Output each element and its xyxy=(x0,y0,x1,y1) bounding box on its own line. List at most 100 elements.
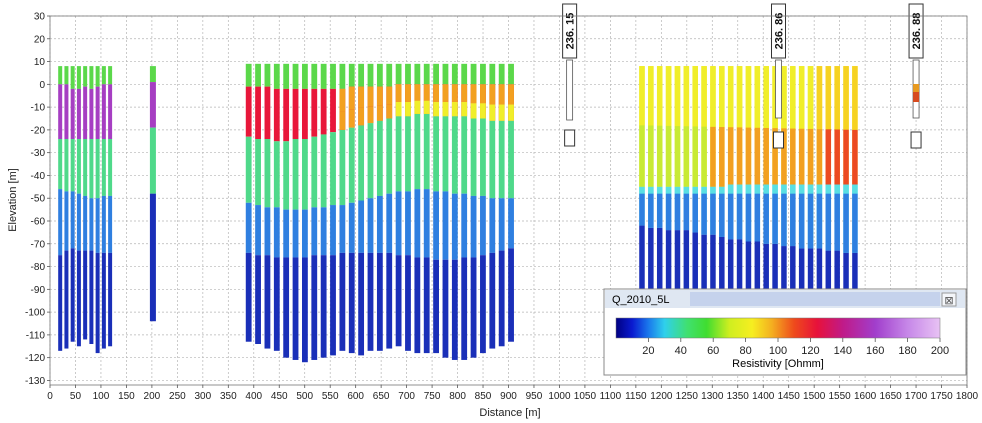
column-segment xyxy=(149,127,156,194)
column-segment xyxy=(433,63,439,85)
column-segment xyxy=(701,234,707,340)
x-tick-label: 350 xyxy=(220,391,237,402)
column-segment xyxy=(245,202,252,253)
column-segment xyxy=(311,63,318,89)
column-segment xyxy=(665,125,672,187)
legend-window[interactable]: Q_2010_5L ⊠ xyxy=(603,288,967,376)
borehole-bottom-box xyxy=(773,131,785,149)
column-segment xyxy=(311,255,318,360)
column-segment xyxy=(807,66,814,129)
y-tick-label: -50 xyxy=(31,194,46,205)
legend-colorbar xyxy=(615,317,941,339)
x-tick-label: 650 xyxy=(373,391,390,402)
column-segment xyxy=(376,63,383,87)
x-tick-label: 1250 xyxy=(676,391,699,402)
y-tick-label: -20 xyxy=(31,125,46,136)
column-segment xyxy=(358,200,365,253)
column-segment xyxy=(95,86,100,139)
column-segment xyxy=(302,63,308,89)
column-segment xyxy=(451,259,458,360)
column-segment xyxy=(245,252,252,342)
column-segment xyxy=(245,136,252,203)
y-tick-label: 30 xyxy=(34,12,46,23)
column-segment xyxy=(451,101,458,117)
y-tick-label: -130 xyxy=(25,376,45,387)
column-segment xyxy=(64,139,69,192)
column-segment xyxy=(423,63,430,85)
column-segment xyxy=(376,105,383,121)
column-segment xyxy=(320,63,327,89)
column-segment xyxy=(656,66,663,126)
column-segment xyxy=(108,195,113,253)
column-segment xyxy=(674,193,681,231)
column-segment xyxy=(70,139,75,192)
column-segment xyxy=(656,227,663,340)
column-segment xyxy=(302,88,308,139)
column-segment xyxy=(665,193,672,231)
borehole-label: 236. 15 xyxy=(565,13,577,50)
borehole-label: 236. 86 xyxy=(774,13,786,50)
column-segment xyxy=(423,84,430,101)
x-tick-label: 600 xyxy=(347,391,364,402)
column-segment xyxy=(302,139,308,210)
legend-titlebar-decoration xyxy=(690,292,940,306)
column-segment xyxy=(95,198,100,253)
column-segment xyxy=(807,128,814,185)
column-segment xyxy=(376,120,383,196)
column-segment xyxy=(674,66,681,127)
column-segment xyxy=(339,111,346,130)
y-tick-label: -110 xyxy=(26,330,46,341)
column-segment xyxy=(834,184,840,194)
column-segment xyxy=(348,202,355,253)
column-segment xyxy=(727,184,734,194)
column-segment xyxy=(470,84,477,104)
column-segment xyxy=(339,129,346,206)
column-segment xyxy=(414,100,421,114)
y-tick-label: -60 xyxy=(31,217,46,228)
column-segment xyxy=(781,128,787,185)
column-segment xyxy=(451,193,458,260)
column-segment xyxy=(648,193,654,228)
column-segment xyxy=(414,113,421,190)
column-segment xyxy=(736,193,743,240)
column-segment xyxy=(64,250,69,349)
x-tick-label: 250 xyxy=(169,391,186,402)
column-segment xyxy=(825,184,832,194)
close-icon[interactable]: ⊠ xyxy=(941,292,957,307)
column-segment xyxy=(376,195,383,253)
x-tick-label: 1400 xyxy=(752,391,775,402)
column-segment xyxy=(772,128,778,185)
x-tick-label: 700 xyxy=(398,391,415,402)
column-segment xyxy=(461,116,468,194)
y-tick-label: 20 xyxy=(34,34,46,45)
column-segment xyxy=(763,193,769,244)
column-segment xyxy=(89,250,94,344)
column-segment xyxy=(311,207,318,256)
column-segment xyxy=(674,126,681,187)
column-segment xyxy=(498,63,505,85)
x-tick-label: 450 xyxy=(271,391,288,402)
column-segment xyxy=(76,88,81,139)
column-segment xyxy=(798,66,805,129)
column-segment xyxy=(790,66,796,129)
column-segment xyxy=(149,82,156,128)
column-segment xyxy=(656,186,663,194)
column-segment xyxy=(386,63,393,87)
column-segment xyxy=(273,88,280,142)
legend-tick-label: 40 xyxy=(675,345,687,357)
y-tick-label: 10 xyxy=(34,57,46,68)
column-segment xyxy=(255,255,261,344)
column-segment xyxy=(489,252,496,349)
column-segment xyxy=(648,66,654,126)
column-segment xyxy=(311,88,318,137)
x-tick-label: 750 xyxy=(424,391,441,402)
column-segment xyxy=(423,257,430,354)
column-segment xyxy=(480,84,486,104)
column-segment xyxy=(639,193,645,226)
column-segment xyxy=(83,86,88,139)
column-segment xyxy=(754,127,761,185)
column-segment xyxy=(58,189,63,256)
column-segment xyxy=(834,129,840,185)
x-tick-label: 50 xyxy=(70,391,82,402)
